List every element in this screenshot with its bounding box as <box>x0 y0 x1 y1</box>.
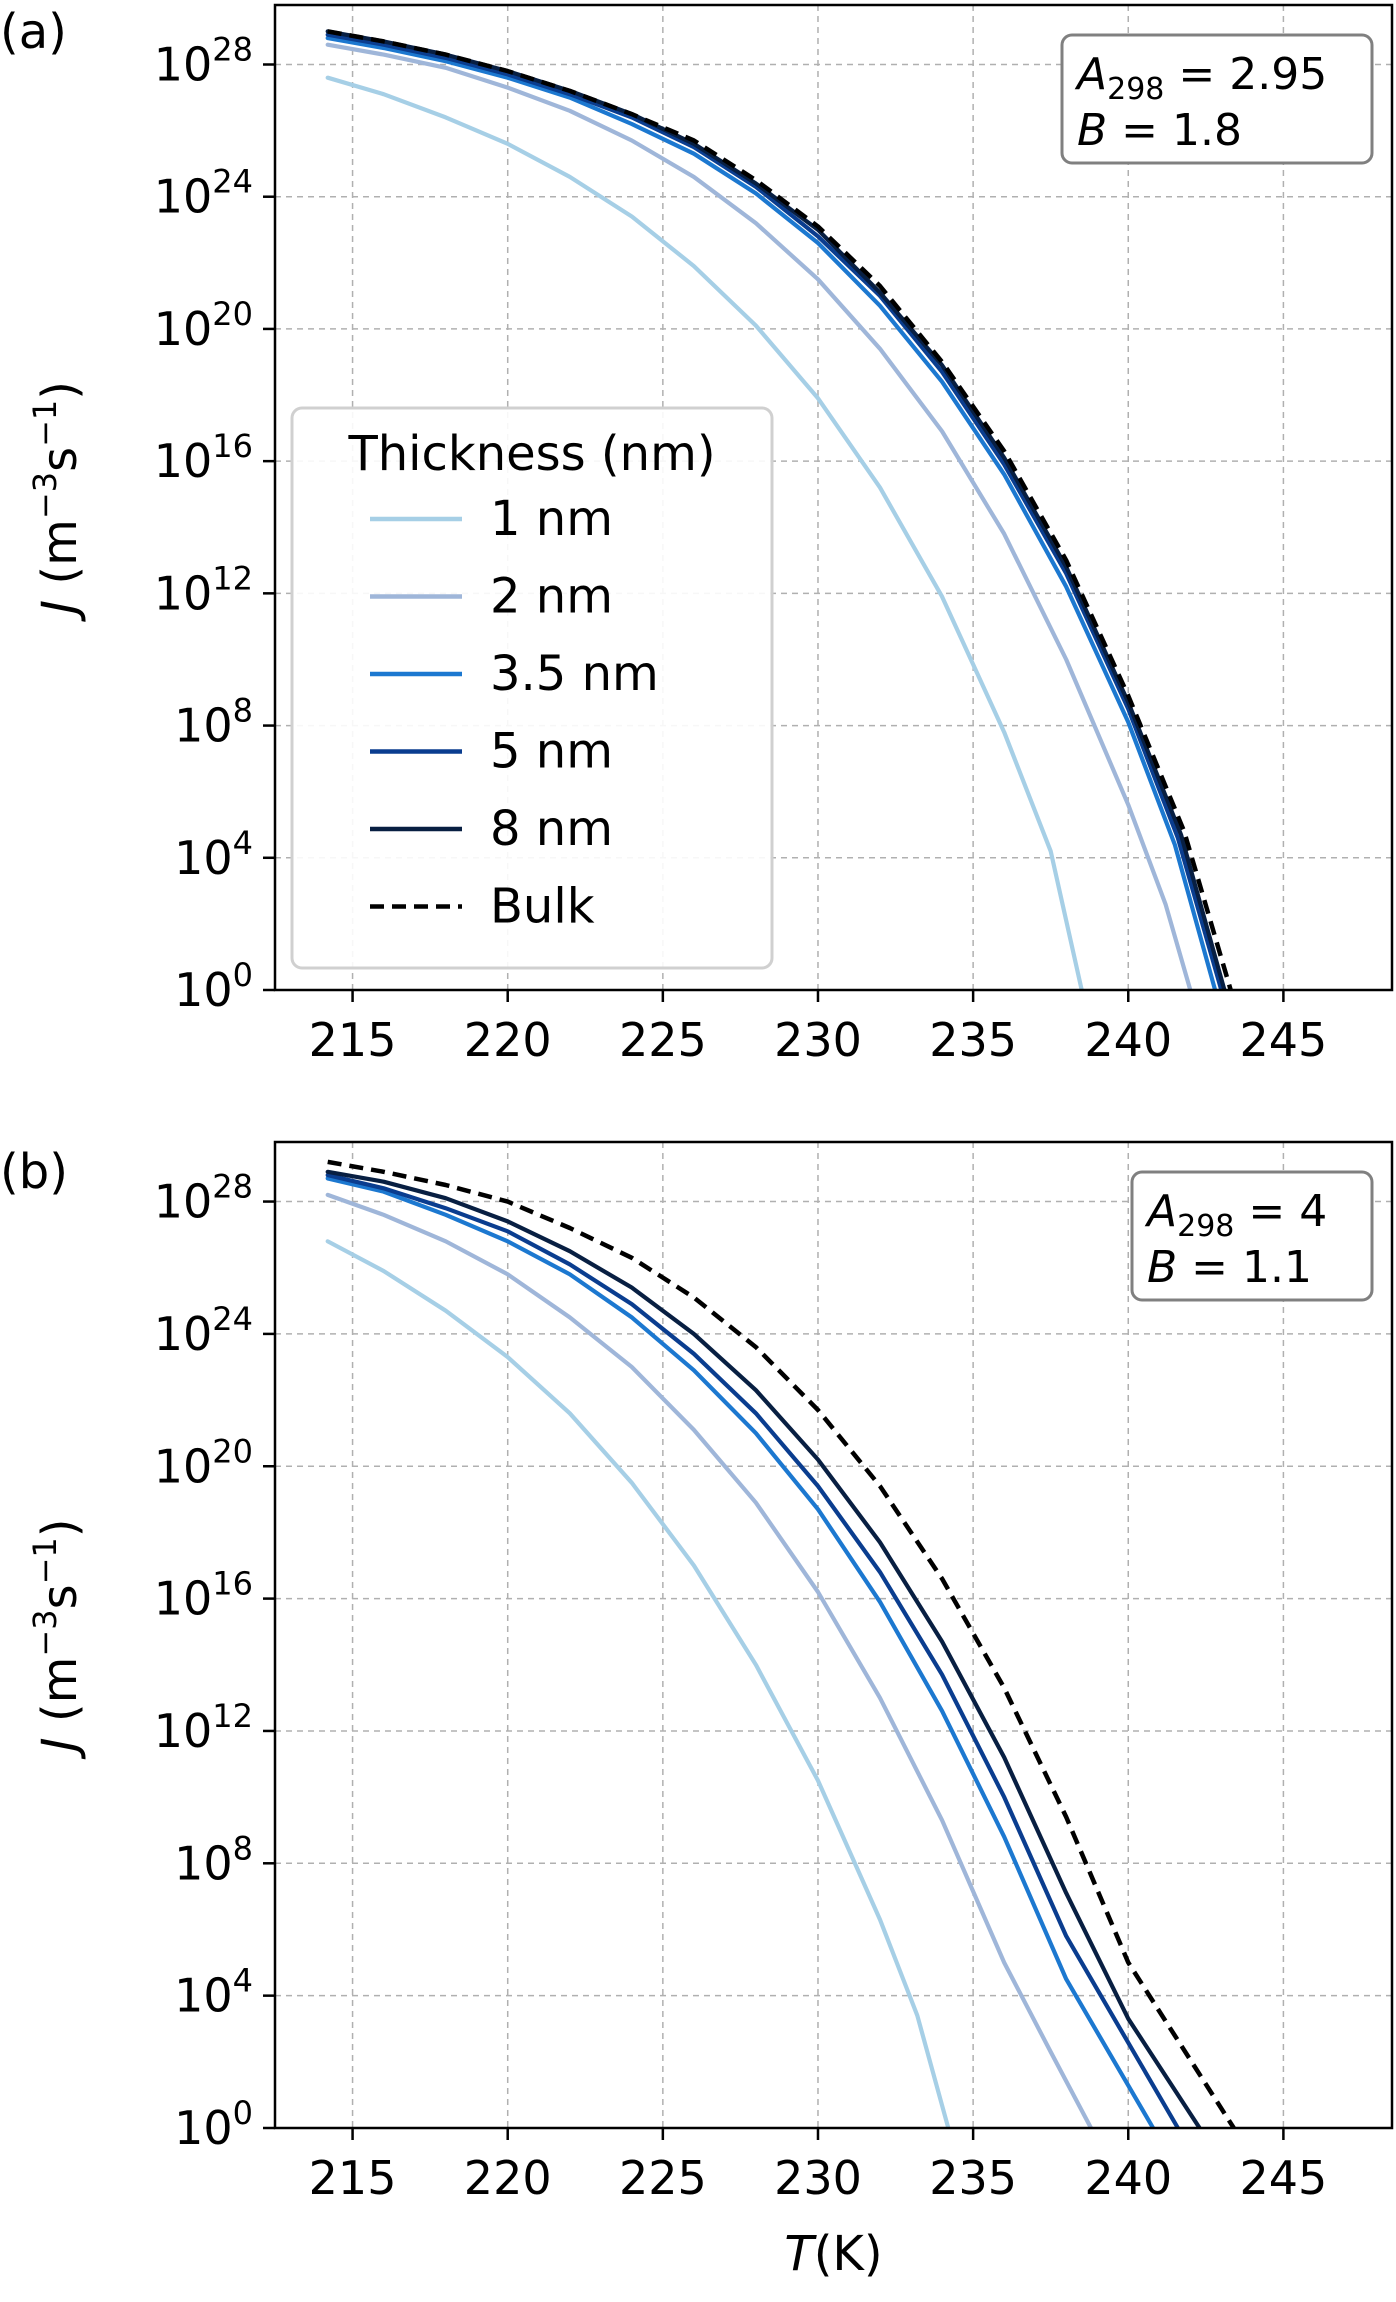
chart-panel-a: (a) 215 220 225 230 235 240 245 100 104 108 1012 101… <box>0 3 1394 1067</box>
parameters-box-frame <box>1060 33 1374 165</box>
y-tick-label: 1012 <box>154 559 253 620</box>
parameters-box: A298 = 2.95B = 1.8 <box>1060 33 1374 165</box>
series-line-1-nm <box>325 1239 951 2128</box>
y-tick-label: 1024 <box>154 1300 253 1361</box>
parameter-b: B = 1.1 <box>1147 1242 1312 1293</box>
y-tick-label: 1012 <box>154 1697 253 1758</box>
x-tick-label: 240 <box>1084 1013 1172 1067</box>
x-tick-label: 235 <box>929 2151 1017 2205</box>
plot-frame <box>273 1140 1394 2130</box>
x-tick-label: 225 <box>619 2151 707 2205</box>
y-tick-label: 1020 <box>154 295 253 356</box>
parameters-box-frame <box>1130 1170 1374 1302</box>
series-line-8-nm <box>325 29 1227 990</box>
y-tick-label: 108 <box>174 1829 253 1890</box>
series-line-3-5-nm <box>325 36 1218 990</box>
panel-label: (b) <box>0 1144 68 1200</box>
series-line-1-nm <box>325 75 1084 990</box>
series-lines <box>325 1159 1236 2128</box>
series-line-5-nm <box>325 32 1224 990</box>
legend: Thickness (nm) 1 nm 2 nm 3.5 nm 5 nm 8 nm Bulk <box>290 406 774 970</box>
x-tick-label: 235 <box>929 1013 1017 1067</box>
series-line-3-5-nm <box>325 1176 1156 2128</box>
x-tick-label: 230 <box>774 1013 862 1067</box>
series-line-2-nm <box>325 1192 1094 2128</box>
legend-entry: 5 nm <box>490 724 613 780</box>
y-tick-label: 108 <box>174 692 253 753</box>
parameters-box: A298 = 4B = 1.1 <box>1130 1170 1374 1302</box>
parameter-a298: A298 = 2.95 <box>1074 49 1327 107</box>
series-line-5-nm <box>325 1173 1180 2128</box>
parameter-a298: A298 = 4 <box>1144 1186 1327 1244</box>
legend-title: Thickness (nm) <box>347 426 715 482</box>
y-tick-label: 104 <box>174 824 253 885</box>
y-tick-label: 100 <box>174 2094 253 2155</box>
plot-frame <box>273 3 1394 992</box>
x-tick-label: 220 <box>464 1013 552 1067</box>
x-tick-label: 240 <box>1084 2151 1172 2205</box>
legend-entry: Bulk <box>490 879 595 935</box>
series-line-8-nm <box>325 1169 1202 2128</box>
y-tick-label: 1024 <box>154 163 253 224</box>
y-tick-label: 1016 <box>154 427 253 488</box>
y-axis-label: J (m−3s−1) <box>26 1519 88 1760</box>
y-tick-label: 100 <box>174 956 253 1017</box>
y-tick-label: 104 <box>174 1962 253 2023</box>
series-line-bulk <box>327 1159 1236 2128</box>
x-tick-label: 245 <box>1239 1013 1327 1067</box>
y-tick-label: 1028 <box>154 1168 253 1229</box>
legend-entry: 2 nm <box>490 569 613 625</box>
x-axis-label: T(K) <box>784 2226 882 2282</box>
x-tick-label: 215 <box>309 1013 397 1067</box>
x-tick-label: 225 <box>619 1013 707 1067</box>
legend-entry: 3.5 nm <box>490 646 659 702</box>
x-tick-label: 230 <box>774 2151 862 2205</box>
y-tick-label: 1020 <box>154 1432 253 1493</box>
legend-entry: 1 nm <box>490 491 613 547</box>
panel-label: (a) <box>0 4 67 60</box>
chart-panel-b: (b) 215 220 225 230 235 240 245 100 104 108 1012 101… <box>0 1140 1394 2282</box>
x-tick-label: 215 <box>309 2151 397 2205</box>
parameter-b: B = 1.8 <box>1077 105 1242 156</box>
y-tick-label: 1016 <box>154 1565 253 1626</box>
legend-entry: 8 nm <box>490 801 613 857</box>
series-line-bulk <box>327 29 1233 990</box>
y-tick-label: 1028 <box>154 30 253 91</box>
y-axis-label: J (m−3s−1) <box>26 381 88 622</box>
x-tick-label: 245 <box>1239 2151 1327 2205</box>
x-tick-label: 220 <box>464 2151 552 2205</box>
series-lines <box>325 29 1233 990</box>
series-line-2-nm <box>325 42 1193 990</box>
